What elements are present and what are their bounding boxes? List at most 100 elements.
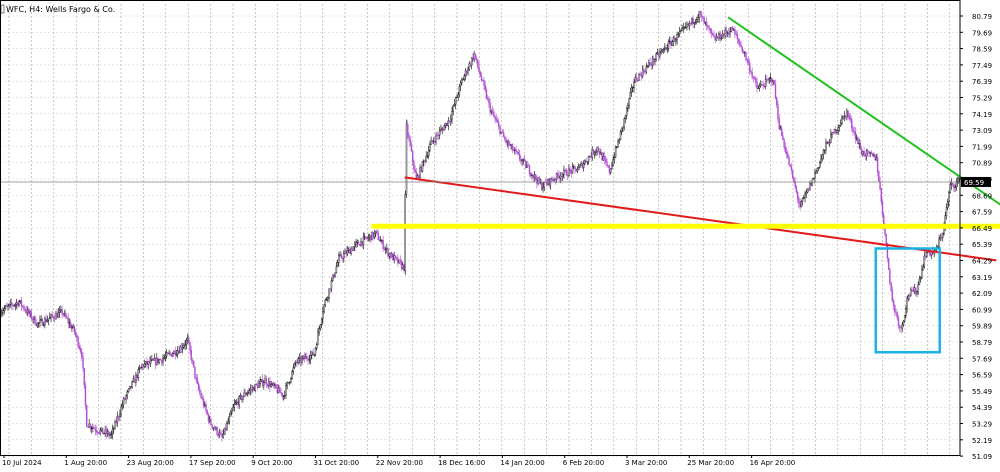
candle-body — [81, 351, 83, 358]
candle-body — [835, 129, 837, 133]
candle-body — [173, 350, 175, 354]
candle-body — [903, 315, 906, 322]
candle-body — [902, 320, 905, 326]
candle-body — [534, 174, 537, 180]
candle-body — [319, 324, 322, 329]
candle-body — [715, 36, 718, 41]
candle-body — [344, 251, 346, 255]
candle-body — [689, 22, 692, 24]
candle-body — [580, 163, 582, 166]
candle-body — [731, 27, 734, 31]
candle-body — [704, 21, 707, 24]
candle-body — [308, 359, 311, 361]
candle-body — [153, 358, 156, 361]
candle-body — [365, 236, 367, 239]
candle-body — [710, 30, 713, 34]
candle-body — [530, 173, 532, 176]
candle-body — [518, 153, 521, 160]
candle-body — [890, 282, 892, 291]
candle-body — [848, 115, 850, 119]
candle-body — [538, 177, 541, 183]
candle-body — [375, 230, 377, 234]
candle-body — [249, 388, 251, 391]
candle-body — [432, 141, 435, 143]
candle-body — [379, 240, 382, 242]
annotations[interactable] — [0, 16, 1000, 354]
candle-body — [748, 62, 751, 72]
candle-body — [269, 381, 271, 388]
candle-body — [750, 71, 752, 73]
candle-body — [734, 29, 736, 34]
candle-body — [303, 355, 306, 360]
candle-body — [28, 309, 30, 314]
candle-body — [244, 392, 247, 396]
candle-body — [366, 238, 368, 240]
candle-body — [555, 173, 558, 180]
candle-body — [892, 300, 895, 306]
candle-body — [824, 149, 826, 151]
candle-body — [490, 110, 493, 113]
y-tick-label: 57.69 — [972, 355, 992, 363]
candle-body — [455, 97, 457, 105]
candle-body — [507, 140, 510, 146]
candle-body — [499, 125, 501, 134]
candle-body — [648, 62, 650, 66]
candle-body — [413, 161, 415, 170]
candle-body — [911, 289, 913, 291]
candle-body — [566, 175, 569, 177]
candle-body — [97, 431, 99, 434]
candle-body — [382, 240, 384, 249]
candle-body — [771, 77, 773, 83]
candle-body — [224, 427, 227, 431]
candle-body — [13, 305, 15, 307]
candle-body — [819, 161, 821, 168]
candle-body — [295, 362, 297, 364]
candle-body — [787, 153, 789, 158]
y-tick-label: 60.99 — [972, 306, 992, 314]
candle-body — [783, 139, 785, 148]
candle-body — [747, 60, 750, 64]
candle-body — [880, 188, 882, 202]
candle-body — [145, 361, 147, 365]
candle-body — [798, 198, 800, 204]
candle-body — [633, 82, 635, 88]
candle-body — [60, 309, 62, 311]
candle-body — [628, 98, 630, 106]
candle-body — [803, 197, 805, 199]
candle-body — [675, 39, 677, 42]
candle-body — [685, 26, 687, 28]
candle-body — [724, 30, 726, 36]
candle-body — [651, 58, 654, 66]
candle-body — [868, 150, 870, 154]
candle-body — [156, 357, 158, 365]
candle-body — [661, 49, 664, 52]
candle-body — [456, 96, 458, 98]
candle-body — [291, 371, 293, 379]
candle-body — [180, 346, 183, 350]
y-tick-label: 66.49 — [972, 225, 992, 233]
candle-body — [764, 79, 767, 87]
candle-body — [687, 23, 689, 26]
candle-body — [429, 144, 431, 151]
candle-body — [383, 248, 386, 250]
y-tick-label: 67.59 — [972, 209, 992, 217]
candle-body — [879, 181, 881, 190]
candle-body — [431, 140, 434, 142]
candle-body — [146, 361, 148, 365]
candle-body — [10, 302, 13, 306]
x-tick-label: 22 Nov 20:00 — [376, 459, 423, 467]
candle-body — [831, 132, 833, 135]
candle-body — [702, 16, 704, 19]
candle-body — [712, 33, 714, 36]
candle-body — [140, 367, 142, 369]
candle-body — [589, 156, 591, 158]
candle-body — [110, 433, 113, 436]
candle-body — [196, 378, 199, 384]
candle-body — [66, 316, 68, 319]
candle-body — [926, 252, 928, 257]
candle-body — [677, 33, 680, 35]
candle-body — [814, 173, 816, 179]
candle-body — [409, 138, 411, 146]
